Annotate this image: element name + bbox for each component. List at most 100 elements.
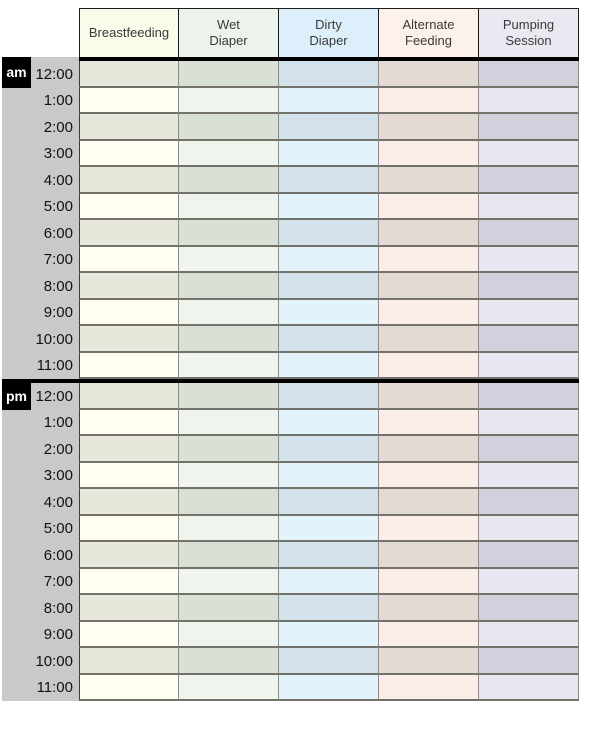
header-corner-spacer bbox=[2, 8, 79, 57]
time-label: 10:00 bbox=[35, 652, 73, 670]
log-cell-wet-diaper bbox=[179, 436, 279, 463]
time-label: 11:00 bbox=[36, 679, 73, 697]
log-cell-pumping-session bbox=[479, 489, 579, 516]
log-cell-alternate-feeding bbox=[379, 140, 479, 167]
log-cell-pumping-session bbox=[479, 220, 579, 247]
log-cell-alternate-feeding bbox=[379, 352, 479, 379]
log-cell-pumping-session bbox=[479, 515, 579, 542]
column-header-pumping-session: Pumping Session bbox=[479, 8, 579, 57]
log-cell-wet-diaper bbox=[179, 568, 279, 595]
time-cell: 1:00 bbox=[2, 409, 79, 436]
log-cell-wet-diaper bbox=[179, 220, 279, 247]
log-cell-alternate-feeding bbox=[379, 273, 479, 300]
log-cell-pumping-session bbox=[479, 273, 579, 300]
time-label: 12:00 bbox=[35, 65, 73, 83]
time-cell: 9:00 bbox=[2, 299, 79, 326]
log-cell-wet-diaper bbox=[179, 140, 279, 167]
log-cell-breastfeeding bbox=[79, 114, 179, 141]
time-label: 8:00 bbox=[43, 277, 73, 295]
log-cell-breastfeeding bbox=[79, 273, 179, 300]
log-cell-breastfeeding bbox=[79, 193, 179, 220]
log-cell-alternate-feeding bbox=[379, 462, 479, 489]
log-cell-breastfeeding bbox=[79, 299, 179, 326]
time-cell: 10:00 bbox=[2, 326, 79, 353]
log-cell-breastfeeding bbox=[79, 648, 179, 675]
time-label: 8:00 bbox=[43, 599, 73, 617]
log-cell-dirty-diaper bbox=[279, 674, 379, 701]
column-header-dirty-diaper: Dirty Diaper bbox=[279, 8, 379, 57]
log-cell-dirty-diaper bbox=[279, 595, 379, 622]
time-cell: 3:00 bbox=[2, 462, 79, 489]
log-cell-dirty-diaper bbox=[279, 568, 379, 595]
time-cell: 5:00 bbox=[2, 515, 79, 542]
log-cell-wet-diaper bbox=[179, 674, 279, 701]
log-cell-wet-diaper bbox=[179, 621, 279, 648]
log-cell-alternate-feeding bbox=[379, 489, 479, 516]
log-cell-dirty-diaper bbox=[279, 648, 379, 675]
time-cell: 11:00 bbox=[2, 352, 79, 379]
log-cell-dirty-diaper bbox=[279, 462, 379, 489]
log-cell-alternate-feeding bbox=[379, 61, 479, 88]
log-cell-alternate-feeding bbox=[379, 542, 479, 569]
log-cell-wet-diaper bbox=[179, 167, 279, 194]
log-cell-breastfeeding bbox=[79, 674, 179, 701]
log-cell-pumping-session bbox=[479, 462, 579, 489]
time-cell: 3:00 bbox=[2, 140, 79, 167]
time-label: 5:00 bbox=[43, 198, 73, 216]
time-cell: 8:00 bbox=[2, 273, 79, 300]
log-cell-breastfeeding bbox=[79, 87, 179, 114]
log-cell-pumping-session bbox=[479, 409, 579, 436]
time-cell: 1:00 bbox=[2, 87, 79, 114]
time-cell: 7:00 bbox=[2, 246, 79, 273]
time-label: 3:00 bbox=[43, 467, 73, 485]
log-cell-alternate-feeding bbox=[379, 674, 479, 701]
time-cell: 5:00 bbox=[2, 193, 79, 220]
log-cell-wet-diaper bbox=[179, 409, 279, 436]
time-label: 11:00 bbox=[36, 357, 73, 375]
time-label: 9:00 bbox=[43, 626, 73, 644]
time-cell: 4:00 bbox=[2, 489, 79, 516]
log-cell-alternate-feeding bbox=[379, 621, 479, 648]
log-cell-breastfeeding bbox=[79, 140, 179, 167]
time-cell: 7:00 bbox=[2, 568, 79, 595]
gutter-top-cap bbox=[2, 57, 79, 61]
time-label: 10:00 bbox=[35, 330, 73, 348]
time-label: 7:00 bbox=[43, 573, 73, 591]
log-cell-alternate-feeding bbox=[379, 383, 479, 410]
log-cell-dirty-diaper bbox=[279, 515, 379, 542]
time-cell: 4:00 bbox=[2, 167, 79, 194]
log-cell-dirty-diaper bbox=[279, 383, 379, 410]
log-cell-pumping-session bbox=[479, 595, 579, 622]
log-cell-dirty-diaper bbox=[279, 114, 379, 141]
log-cell-dirty-diaper bbox=[279, 220, 379, 247]
log-cell-pumping-session bbox=[479, 61, 579, 88]
log-cell-wet-diaper bbox=[179, 383, 279, 410]
time-label: 3:00 bbox=[43, 145, 73, 163]
log-cell-breastfeeding bbox=[79, 167, 179, 194]
log-cell-dirty-diaper bbox=[279, 621, 379, 648]
time-cell: pm 12:00 bbox=[2, 383, 79, 410]
log-cell-dirty-diaper bbox=[279, 299, 379, 326]
log-cell-dirty-diaper bbox=[279, 246, 379, 273]
time-cell: 6:00 bbox=[2, 542, 79, 569]
time-label: 2:00 bbox=[43, 440, 73, 458]
log-cell-wet-diaper bbox=[179, 515, 279, 542]
log-cell-wet-diaper bbox=[179, 87, 279, 114]
log-cell-wet-diaper bbox=[179, 114, 279, 141]
log-cell-pumping-session bbox=[479, 326, 579, 353]
time-label: 4:00 bbox=[43, 171, 73, 189]
log-cell-pumping-session bbox=[479, 352, 579, 379]
log-cell-breastfeeding bbox=[79, 489, 179, 516]
log-cell-pumping-session bbox=[479, 542, 579, 569]
log-cell-alternate-feeding bbox=[379, 648, 479, 675]
log-cell-pumping-session bbox=[479, 383, 579, 410]
log-cell-dirty-diaper bbox=[279, 193, 379, 220]
time-label: 7:00 bbox=[43, 251, 73, 269]
time-label: 1:00 bbox=[43, 414, 73, 432]
time-cell: 2:00 bbox=[2, 114, 79, 141]
log-cell-dirty-diaper bbox=[279, 489, 379, 516]
log-cell-alternate-feeding bbox=[379, 568, 479, 595]
log-cell-breastfeeding bbox=[79, 515, 179, 542]
log-cell-dirty-diaper bbox=[279, 326, 379, 353]
log-cell-alternate-feeding bbox=[379, 299, 479, 326]
